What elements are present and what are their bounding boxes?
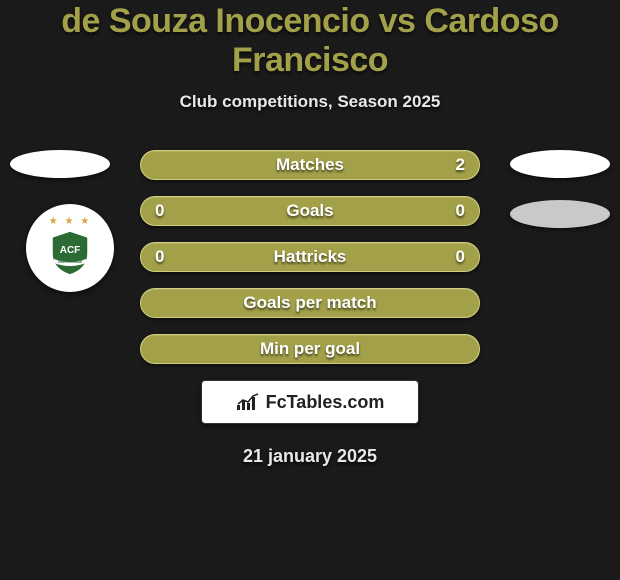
player-ellipse-right-2 xyxy=(510,200,610,228)
svg-text:CHAPECOENSE: CHAPECOENSE xyxy=(58,260,83,264)
player-ellipse-left-1 xyxy=(10,150,110,178)
stat-left-value: 0 xyxy=(155,197,164,225)
svg-text:ACF: ACF xyxy=(60,245,81,256)
stat-right-value: 2 xyxy=(456,151,465,179)
stat-row-goals: 0 Goals 0 xyxy=(140,196,480,226)
stat-label: Goals xyxy=(286,201,333,221)
stat-left-value: 0 xyxy=(155,243,164,271)
stat-right-value: 0 xyxy=(456,243,465,271)
stat-row-goals-per-match: Goals per match xyxy=(140,288,480,318)
stat-row-matches: Matches 2 xyxy=(140,150,480,180)
stat-label: Matches xyxy=(276,155,344,175)
club-shield-icon: ACF CHAPECOENSE xyxy=(48,229,92,277)
stat-right-value: 0 xyxy=(456,197,465,225)
source-logo[interactable]: FcTables.com xyxy=(201,380,419,424)
stat-label: Min per goal xyxy=(260,339,360,359)
player-ellipse-right-1 xyxy=(510,150,610,178)
widget-container: de Souza Inocencio vs Cardoso Francisco … xyxy=(0,0,620,580)
stat-rows: Matches 2 0 Goals 0 0 Hattricks 0 Goals … xyxy=(140,150,480,364)
club-badge: ★ ★ ★ ACF CHAPECOENSE xyxy=(26,204,114,292)
stat-label: Goals per match xyxy=(243,293,376,313)
logo-text: FcTables.com xyxy=(266,392,385,413)
stats-area: ★ ★ ★ ACF CHAPECOENSE Matches 2 0 Goals … xyxy=(0,150,620,467)
star-icon: ★ ★ ★ xyxy=(49,216,91,227)
stat-row-min-per-goal: Min per goal xyxy=(140,334,480,364)
bars-icon xyxy=(236,393,260,411)
page-title: de Souza Inocencio vs Cardoso Francisco xyxy=(0,2,620,80)
date-label: 21 january 2025 xyxy=(0,446,620,467)
stat-row-hattricks: 0 Hattricks 0 xyxy=(140,242,480,272)
subtitle: Club competitions, Season 2025 xyxy=(0,92,620,112)
stat-label: Hattricks xyxy=(274,247,347,267)
